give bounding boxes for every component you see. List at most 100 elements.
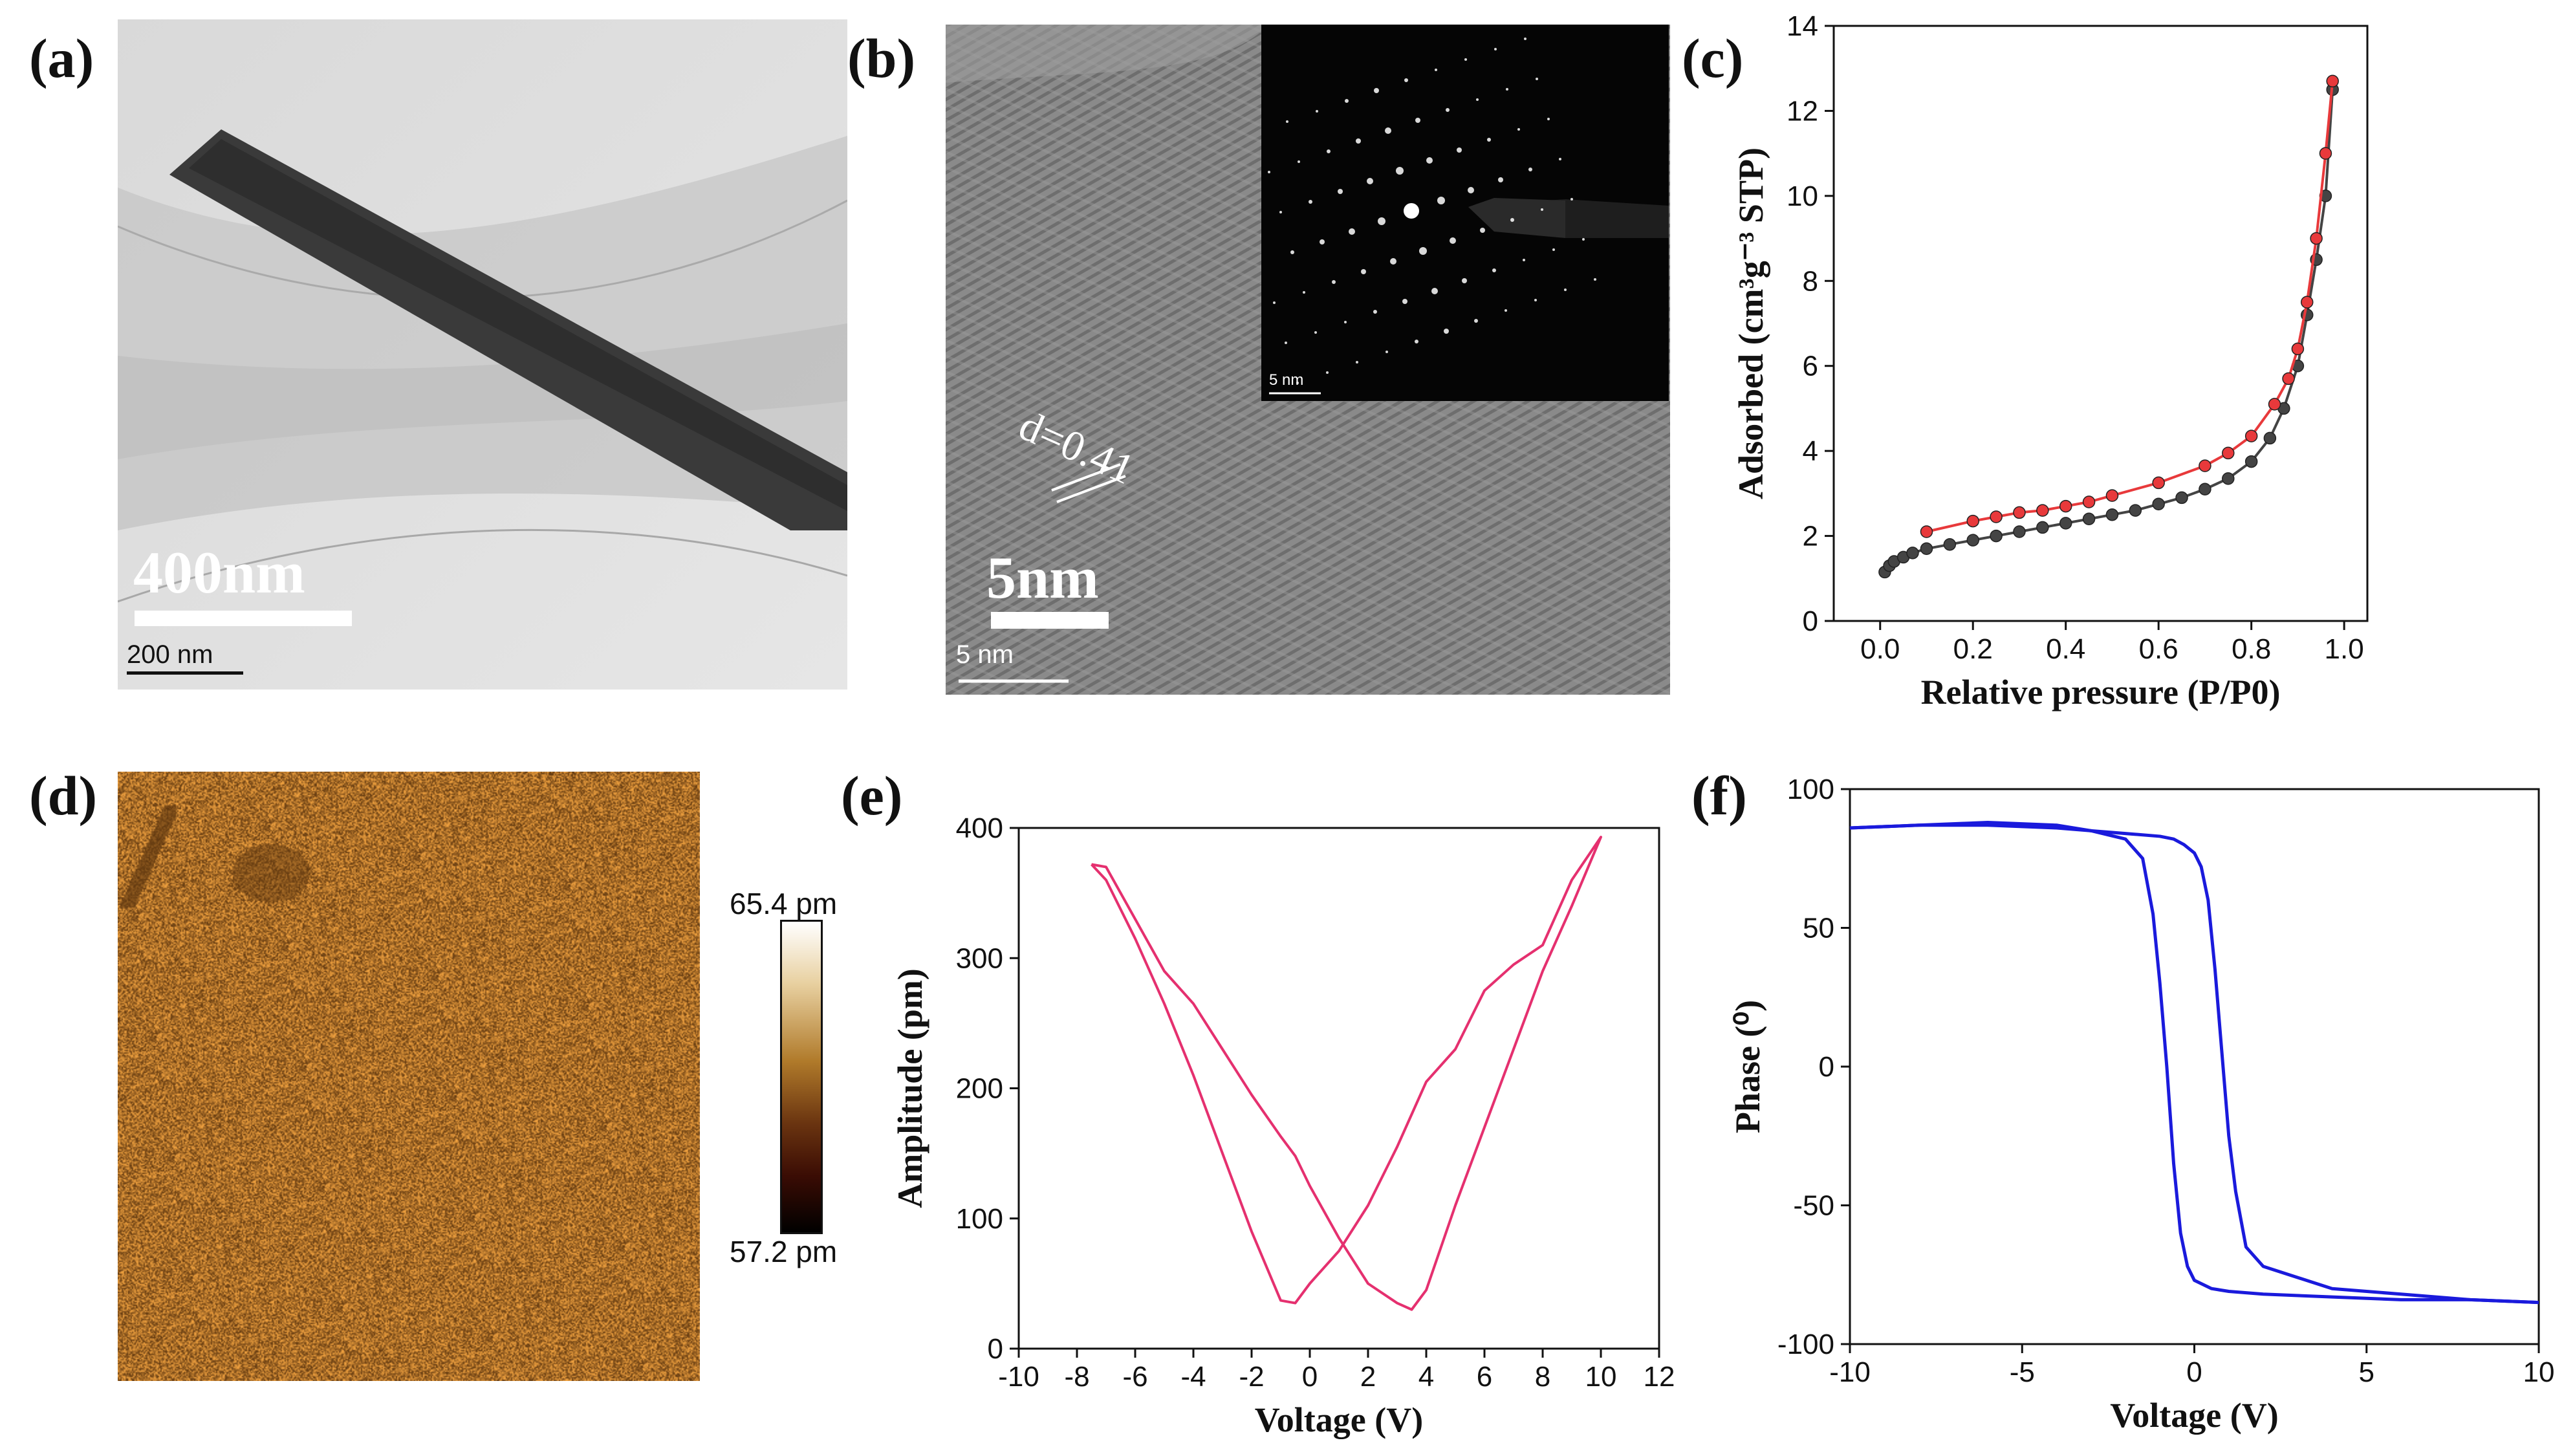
data-point-adsorption [2319, 147, 2332, 160]
diffraction-spot [1487, 138, 1491, 142]
tem-image-a-drawing [118, 19, 847, 690]
y-tick-label: 400 [956, 812, 1003, 844]
diffraction-spot [1524, 38, 1526, 40]
diffraction-spot [1547, 118, 1550, 120]
scale-label-b-small: 5 nm [956, 640, 1014, 669]
panel-e-label: (e) [841, 765, 903, 827]
x-tick-label: -6 [1122, 1361, 1147, 1393]
data-point-desorption [1990, 529, 2003, 543]
data-point-adsorption [1990, 510, 2003, 523]
data-point-adsorption [2059, 499, 2072, 513]
diffraction-spot [1534, 299, 1537, 301]
x-tick-label: -2 [1239, 1361, 1264, 1393]
x-tick-label: 0.0 [1860, 633, 1900, 665]
diffraction-spot [1314, 331, 1317, 334]
diffraction-spot [1309, 200, 1312, 204]
diffraction-spot [1356, 361, 1358, 364]
data-point-desorption [2152, 497, 2165, 511]
diffraction-spot [1464, 58, 1467, 61]
diffraction-spot [1457, 147, 1462, 153]
y-tick-label: 14 [1787, 10, 1818, 42]
diffraction-spot [1480, 228, 1485, 233]
diffraction-spot [1285, 342, 1287, 344]
saed-inset [1261, 25, 1669, 401]
series-line-adsorption [1926, 81, 2334, 533]
panel-f-label: (f) [1691, 765, 1747, 827]
diffraction-spot [1415, 118, 1420, 123]
diffraction-spot [1564, 288, 1567, 291]
data-point-desorption [2082, 512, 2096, 526]
diffraction-spot [1474, 319, 1478, 323]
scale-label-a-big: 400nm [133, 539, 305, 605]
diffraction-spot [1338, 189, 1343, 194]
data-point-desorption [2199, 483, 2211, 496]
data-point-adsorption [1920, 525, 1933, 538]
diffraction-spot [1316, 110, 1318, 113]
x-tick-label: 0.2 [1953, 633, 1993, 665]
x-tick-label: 10 [2523, 1356, 2555, 1388]
data-point-adsorption [2013, 506, 2026, 519]
tem-image-a [118, 19, 847, 690]
chart-isotherm: 0.0 0.2 0.4 0.6 0.8 1.0 0 2 4 6 8 10 12 14 Relative pr… [1732, 10, 2369, 712]
diffraction-spot [1528, 168, 1532, 171]
scale-label-a-small: 200 nm [127, 640, 213, 669]
diffraction-spot [1476, 98, 1479, 101]
y-tick-label: -100 [1777, 1329, 1834, 1360]
panel-d-label: (d) [29, 765, 98, 827]
x-tick-label: 0 [2186, 1356, 2202, 1388]
diffraction-spot [1279, 211, 1282, 213]
scale-label-b-big: 5nm [986, 545, 1099, 611]
data-point-adsorption [2244, 429, 2258, 442]
x-tick-label: -10 [998, 1361, 1039, 1393]
diffraction-spot [1344, 321, 1347, 323]
diffraction-spot [1437, 197, 1445, 204]
data-point-desorption [1906, 547, 1919, 560]
plot-frame [1017, 827, 1660, 1350]
diffraction-spot [1506, 88, 1508, 91]
data-point-desorption [2013, 525, 2026, 538]
diffraction-spot [1494, 48, 1497, 50]
diffraction-spot [1361, 269, 1366, 274]
x-tick-label: 0.4 [2046, 633, 2085, 665]
data-point-desorption [2105, 508, 2119, 521]
diffraction-spot [1419, 247, 1427, 255]
x-tick-label: 4 [1418, 1361, 1434, 1393]
data-point-adsorption [2326, 74, 2339, 88]
y-tick-label: 2 [1803, 521, 1818, 552]
diffraction-spot [1385, 351, 1388, 353]
diffraction-spot [1356, 138, 1361, 144]
diffraction-spot [1349, 228, 1355, 235]
x-tick-label: 0 [1302, 1361, 1318, 1393]
diffraction-spot [1296, 382, 1299, 384]
saed-pattern [1268, 38, 1669, 395]
x-tick-label: 0.8 [2232, 633, 2271, 665]
data-point-adsorption [2152, 476, 2165, 490]
diffraction-spot [1320, 239, 1325, 244]
diffraction-spot [1552, 248, 1555, 251]
diffraction-spot [1559, 158, 1561, 160]
diffraction-spot [1444, 329, 1449, 334]
diffraction-spot [1435, 69, 1437, 71]
y-tick-label: 0 [988, 1333, 1003, 1365]
diffraction-spot [1505, 309, 1507, 312]
diffraction-spot [1450, 237, 1456, 244]
data-point-desorption [2222, 472, 2235, 485]
diffraction-spot [1431, 288, 1438, 294]
y-tick-label: 4 [1803, 435, 1818, 467]
y-tick-label: 12 [1787, 95, 1818, 127]
diffraction-spot [1415, 340, 1418, 343]
diffraction-spot [1367, 178, 1373, 184]
data-point-desorption [2036, 521, 2049, 534]
data-point-desorption [2244, 455, 2258, 468]
afm-map [118, 772, 700, 1381]
diffraction-spot [1373, 310, 1377, 314]
x-tick-label: -8 [1064, 1361, 1089, 1393]
data-point-adsorption [2268, 398, 2281, 411]
y-tick-label: -50 [1793, 1190, 1834, 1222]
diffraction-spot [1402, 299, 1407, 304]
data-point-adsorption [2199, 459, 2211, 472]
panel-c-label: (c) [1682, 27, 1744, 89]
data-point-desorption [1943, 538, 1957, 551]
series-line-phase-forward [1849, 820, 2539, 1305]
